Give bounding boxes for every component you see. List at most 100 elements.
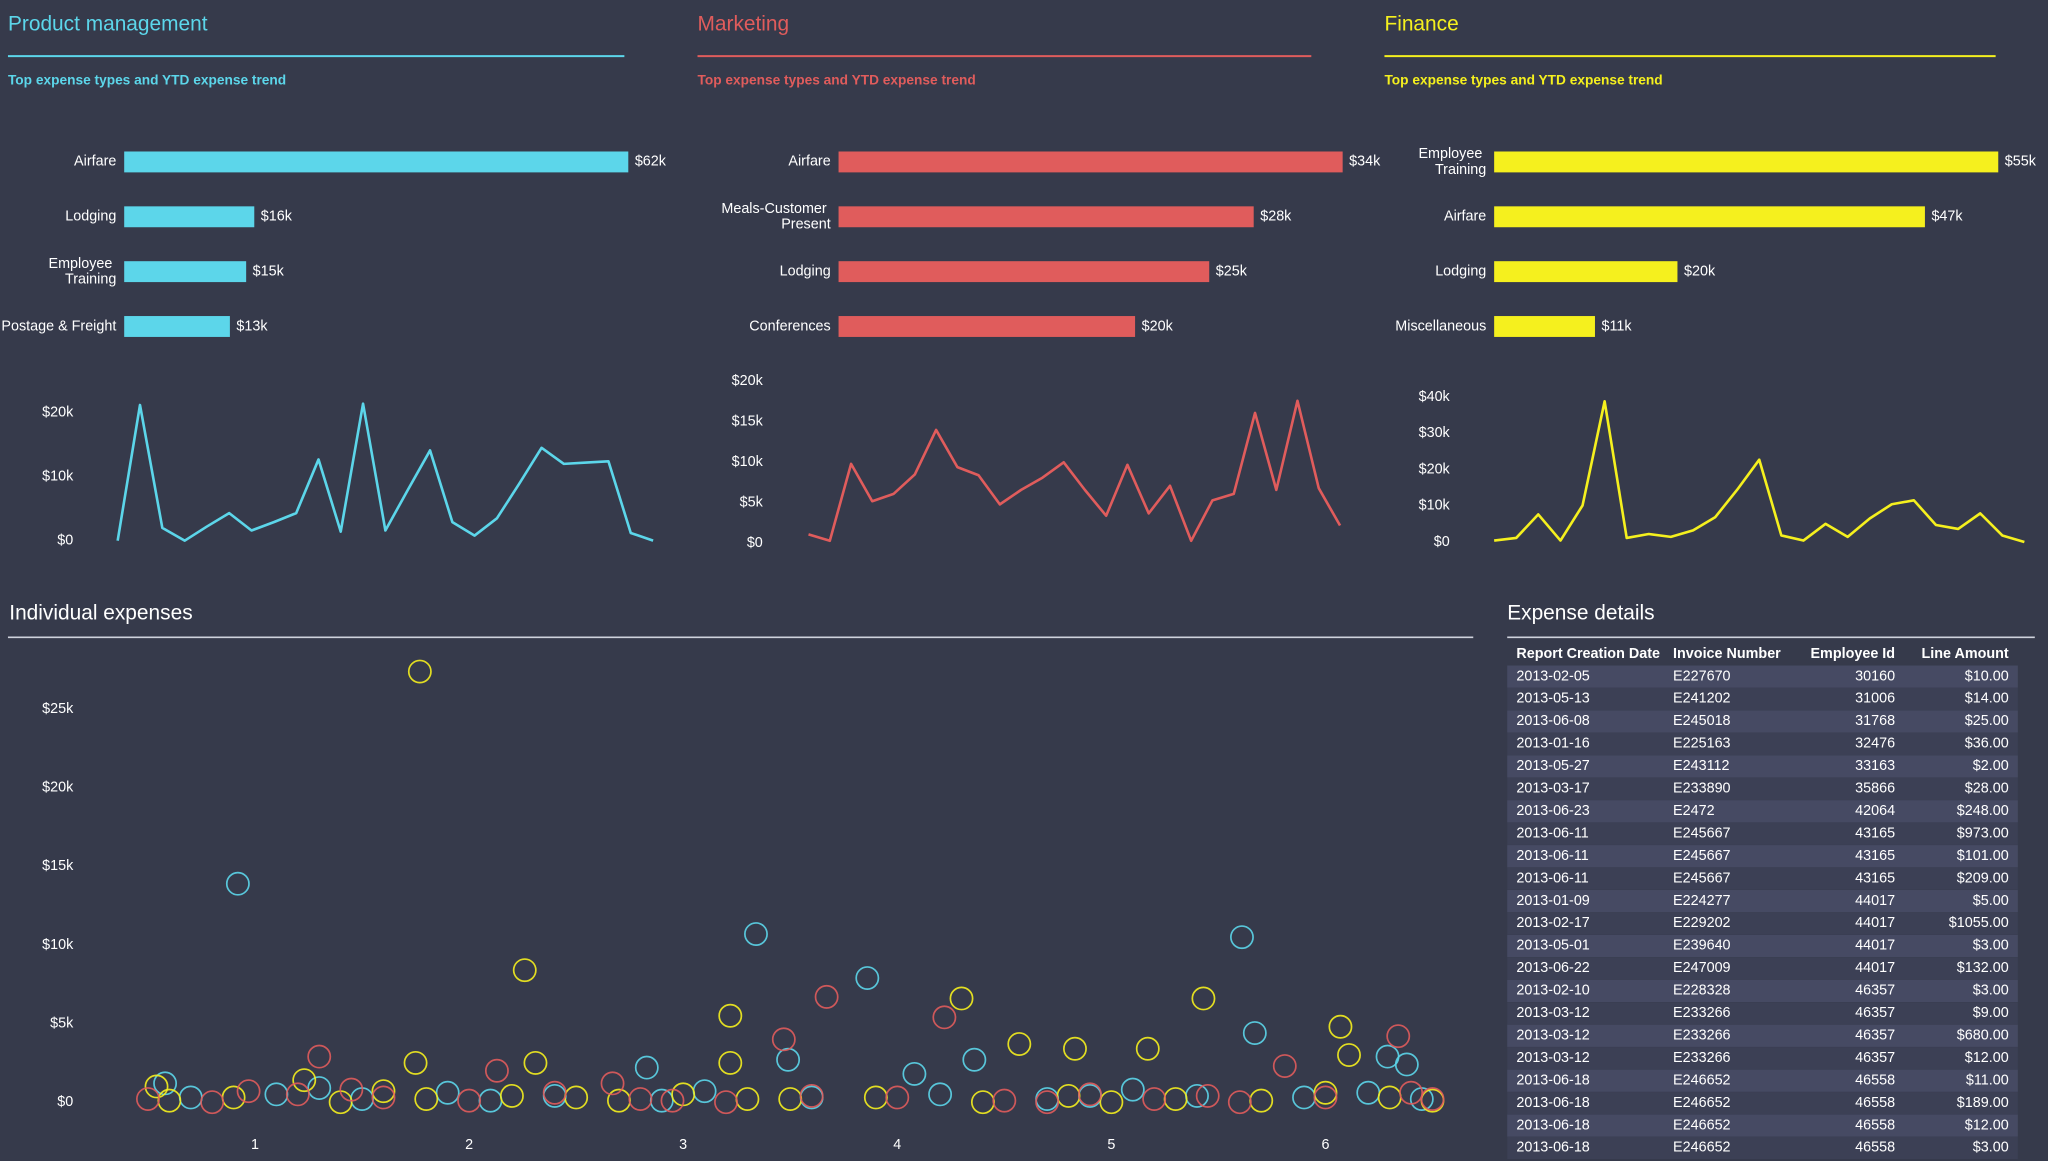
- x-tick-label: 1: [251, 1137, 259, 1153]
- table-cell: 43165: [1855, 848, 1895, 864]
- table-cell: 2013-05-01: [1516, 938, 1589, 954]
- table-cell: 43165: [1855, 870, 1895, 886]
- expense-point: [1142, 1087, 1167, 1111]
- value-label: $28k: [1260, 209, 1292, 225]
- table-cell: 31768: [1855, 713, 1895, 729]
- table-cell: 2013-06-23: [1516, 803, 1589, 819]
- table-cell: $10.00: [1965, 668, 2009, 684]
- expense-point: [292, 1068, 317, 1093]
- table-cell: 43165: [1855, 825, 1895, 841]
- y-tick-label: $25k: [42, 701, 74, 717]
- table-row: [1507, 1092, 2018, 1115]
- expense-point: [1337, 1043, 1361, 1067]
- category-label: Lodging: [65, 209, 116, 225]
- table-row: [1507, 755, 2018, 778]
- table-cell: $28.00: [1965, 781, 2009, 797]
- y-tick-label: $10k: [42, 937, 74, 953]
- value-label: $62k: [635, 154, 667, 170]
- expense-point: [1191, 986, 1216, 1011]
- column-header: Line Amount: [1921, 646, 2008, 662]
- table-row: [1507, 934, 2018, 958]
- table-cell: 2013-06-18: [1516, 1072, 1589, 1088]
- table-cell: 2013-06-18: [1516, 1095, 1589, 1111]
- panel-subtitle: Top expense types and YTD expense trend: [8, 73, 286, 88]
- expense-point: [928, 1082, 953, 1107]
- panel-subtitle: Top expense types and YTD expense trend: [698, 73, 976, 88]
- table-cell: 2013-01-16: [1516, 736, 1589, 752]
- bar: [838, 151, 1343, 173]
- x-tick-label: 4: [893, 1137, 901, 1153]
- expense-point: [307, 1044, 332, 1069]
- column-header: Employee Id: [1810, 646, 1895, 662]
- table-cell: $248.00: [1957, 803, 2009, 819]
- table-cell: 46558: [1855, 1095, 1895, 1111]
- expense-point: [1195, 1083, 1220, 1108]
- expense-point: [776, 1047, 801, 1072]
- table-cell: 46558: [1855, 1072, 1895, 1088]
- table-row: [1507, 732, 2018, 756]
- expense-point: [902, 1061, 927, 1086]
- y-tick-label: $15k: [42, 858, 74, 874]
- table-cell: E233890: [1673, 781, 1731, 797]
- value-label: $13k: [236, 318, 268, 334]
- expense-point: [414, 1087, 439, 1111]
- table-cell: 2013-02-10: [1516, 983, 1589, 999]
- table-cell: 46357: [1855, 1050, 1895, 1066]
- expense-point: [885, 1085, 910, 1110]
- expense-point: [855, 966, 880, 990]
- expense-point: [1313, 1080, 1338, 1105]
- table-cell: 2013-06-08: [1516, 713, 1589, 729]
- table-cell: 2013-06-11: [1516, 870, 1588, 886]
- column-header: Invoice Number: [1673, 646, 1781, 662]
- value-label: $25k: [1216, 263, 1248, 279]
- table-cell: $9.00: [1973, 1005, 2009, 1021]
- expense-point: [718, 1003, 743, 1028]
- table-row: [1507, 1047, 2018, 1070]
- value-label: $15k: [253, 263, 285, 279]
- table-row: [1507, 957, 2018, 980]
- table-cell: 2013-06-22: [1516, 960, 1589, 976]
- panel-title: Finance: [1384, 12, 1458, 35]
- expense-point: [1063, 1036, 1087, 1061]
- expense-point: [499, 1083, 524, 1108]
- expense-point: [814, 984, 839, 1009]
- section-title: Expense details: [1507, 601, 1654, 624]
- y-tick-label: $0: [1434, 534, 1450, 550]
- table-row: [1507, 890, 2018, 913]
- table-row: [1507, 979, 2018, 1003]
- expense-point: [744, 922, 768, 946]
- table-cell: 2013-02-05: [1516, 668, 1589, 684]
- y-tick-label: $20k: [1419, 461, 1451, 477]
- table-cell: 31006: [1855, 691, 1895, 707]
- expense-point: [949, 986, 974, 1011]
- category-label: Conferences: [749, 318, 830, 334]
- table-row: [1507, 777, 2018, 800]
- table-cell: 46558: [1855, 1117, 1895, 1133]
- table-row: [1507, 1136, 2018, 1160]
- table-cell: 2013-06-11: [1516, 848, 1588, 864]
- table-row: [1507, 845, 2018, 868]
- bar: [1494, 206, 1925, 228]
- table-cell: 44017: [1855, 915, 1895, 931]
- expense-point: [718, 1050, 743, 1075]
- table-cell: $11.00: [1966, 1072, 2009, 1088]
- table-cell: 2013-03-17: [1516, 781, 1589, 797]
- table-cell: E241202: [1673, 691, 1731, 707]
- table-row: [1507, 665, 2018, 688]
- expense-point: [144, 1074, 169, 1099]
- expense-point: [236, 1079, 261, 1104]
- y-tick-label: $0: [57, 1094, 73, 1110]
- table-cell: 2013-03-12: [1516, 1005, 1589, 1021]
- category-label: Postage & Freight: [1, 318, 116, 334]
- bar: [124, 316, 230, 337]
- x-tick-label: 5: [1107, 1137, 1115, 1153]
- bar: [838, 261, 1210, 283]
- table-cell: E247009: [1673, 960, 1731, 976]
- table-cell: $680.00: [1957, 1027, 2009, 1043]
- category-label: Lodging: [1435, 263, 1486, 279]
- category-label: Airfare: [788, 154, 830, 170]
- table-cell: E225163: [1673, 736, 1731, 752]
- expense-point: [457, 1088, 482, 1113]
- table-cell: E2472: [1673, 803, 1715, 819]
- table-row: [1507, 1002, 2018, 1025]
